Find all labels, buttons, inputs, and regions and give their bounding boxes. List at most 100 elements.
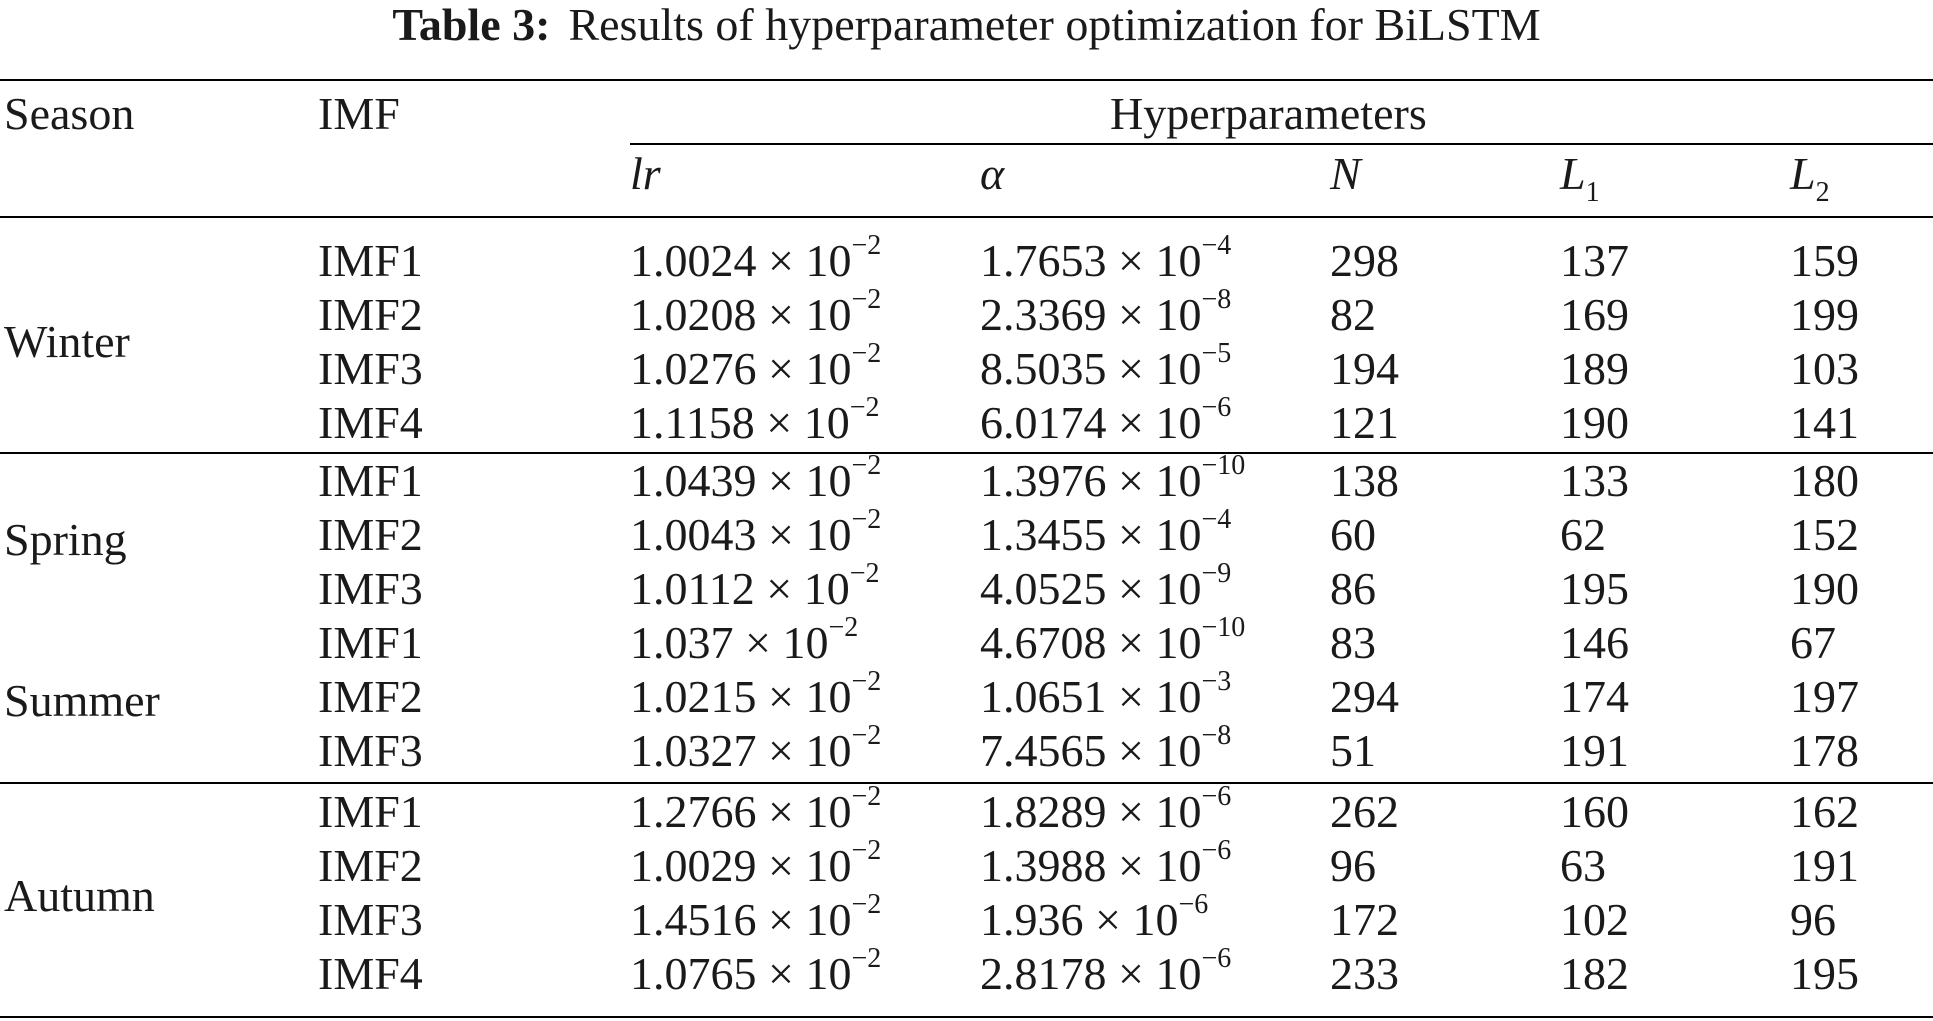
cell-lr: 1.2766 × 10−2 <box>630 781 882 837</box>
cell-l2: 141 <box>1790 397 1859 448</box>
season-autumn: Autumn <box>4 870 155 921</box>
cell-l2: 103 <box>1790 343 1859 394</box>
header-alpha: α <box>980 148 1005 199</box>
cell-imf: IMF3 <box>318 725 423 776</box>
cell-lr: 1.0765 × 10−2 <box>630 943 882 999</box>
cell-l1: 102 <box>1560 894 1629 945</box>
cell-lr: 1.0215 × 10−2 <box>630 666 882 722</box>
cell-alpha: 1.936 × 10−6 <box>980 889 1209 945</box>
top-rule <box>0 79 1933 81</box>
table-caption: Table 3: Results of hyperparameter optimi… <box>0 0 1933 50</box>
cell-n: 96 <box>1330 840 1376 891</box>
winter-spring-rule <box>0 452 1933 454</box>
cell-l1: 189 <box>1560 343 1629 394</box>
header-l2: L2 <box>1790 148 1830 208</box>
cell-imf: IMF3 <box>318 563 423 614</box>
cell-imf: IMF1 <box>318 455 423 506</box>
cell-lr: 1.0208 × 10−2 <box>630 284 882 340</box>
season-winter: Winter <box>4 316 130 367</box>
cell-l2: 197 <box>1790 671 1859 722</box>
header-n: N <box>1330 148 1361 199</box>
cell-lr: 1.037 × 10−2 <box>630 612 859 668</box>
cell-l1: 191 <box>1560 725 1629 776</box>
table-caption-label: Table 3: <box>392 0 551 50</box>
hyperparameters-group-rule <box>630 143 1933 145</box>
cell-l1: 169 <box>1560 289 1629 340</box>
cell-n: 51 <box>1330 725 1376 776</box>
cell-n: 60 <box>1330 509 1376 560</box>
header-imf: IMF <box>318 88 400 139</box>
cell-alpha: 1.0651 × 10−3 <box>980 666 1232 722</box>
cell-alpha: 1.3988 × 10−6 <box>980 835 1232 891</box>
cell-imf: IMF2 <box>318 840 423 891</box>
summer-autumn-rule <box>0 782 1933 784</box>
cell-l2: 152 <box>1790 509 1859 560</box>
cell-l1: 160 <box>1560 786 1629 837</box>
cell-lr: 1.0029 × 10−2 <box>630 835 882 891</box>
cell-n: 86 <box>1330 563 1376 614</box>
cell-lr: 1.0112 × 10−2 <box>630 558 880 614</box>
cell-lr: 1.1158 × 10−2 <box>630 392 880 448</box>
cell-l1: 137 <box>1560 235 1629 286</box>
cell-alpha: 1.3455 × 10−4 <box>980 504 1232 560</box>
cell-alpha: 4.6708 × 10−10 <box>980 612 1246 668</box>
cell-l1: 62 <box>1560 509 1606 560</box>
cell-l2: 159 <box>1790 235 1859 286</box>
header-season: Season <box>4 88 135 139</box>
cell-n: 298 <box>1330 235 1399 286</box>
cell-l1: 133 <box>1560 455 1629 506</box>
cell-l2: 195 <box>1790 948 1859 999</box>
cell-alpha: 1.3976 × 10−10 <box>980 450 1246 506</box>
table-caption-text: Results of hyperparameter optimization f… <box>568 0 1541 50</box>
season-summer: Summer <box>4 675 160 726</box>
cell-imf: IMF1 <box>318 786 423 837</box>
cell-l1: 182 <box>1560 948 1629 999</box>
cell-imf: IMF2 <box>318 671 423 722</box>
cell-imf: IMF4 <box>318 397 423 448</box>
cell-lr: 1.4516 × 10−2 <box>630 889 882 945</box>
cell-l2: 96 <box>1790 894 1836 945</box>
cell-lr: 1.0024 × 10−2 <box>630 230 882 286</box>
cell-alpha: 7.4565 × 10−8 <box>980 720 1232 776</box>
cell-l1: 190 <box>1560 397 1629 448</box>
cell-alpha: 8.5035 × 10−5 <box>980 338 1232 394</box>
cell-l2: 180 <box>1790 455 1859 506</box>
header-hyperparameters: Hyperparameters <box>1110 88 1427 139</box>
cell-alpha: 2.3369 × 10−8 <box>980 284 1232 340</box>
cell-n: 138 <box>1330 455 1399 506</box>
cell-alpha: 4.0525 × 10−9 <box>980 558 1232 614</box>
header-l1: L1 <box>1560 148 1600 208</box>
cell-n: 121 <box>1330 397 1399 448</box>
cell-imf: IMF1 <box>318 235 423 286</box>
cell-l2: 162 <box>1790 786 1859 837</box>
cell-imf: IMF1 <box>318 617 423 668</box>
cell-alpha: 2.8178 × 10−6 <box>980 943 1232 999</box>
cell-imf: IMF4 <box>318 948 423 999</box>
cell-lr: 1.0276 × 10−2 <box>630 338 882 394</box>
cell-imf: IMF3 <box>318 894 423 945</box>
cell-n: 233 <box>1330 948 1399 999</box>
cell-lr: 1.0043 × 10−2 <box>630 504 882 560</box>
header-bottom-rule <box>0 216 1933 218</box>
cell-alpha: 6.0174 × 10−6 <box>980 392 1232 448</box>
cell-n: 194 <box>1330 343 1399 394</box>
header-lr: lr <box>630 148 661 199</box>
cell-lr: 1.0439 × 10−2 <box>630 450 882 506</box>
cell-l2: 191 <box>1790 840 1859 891</box>
cell-alpha: 1.8289 × 10−6 <box>980 781 1232 837</box>
cell-l2: 190 <box>1790 563 1859 614</box>
cell-l2: 199 <box>1790 289 1859 340</box>
cell-l2: 178 <box>1790 725 1859 776</box>
cell-imf: IMF2 <box>318 289 423 340</box>
cell-l2: 67 <box>1790 617 1836 668</box>
cell-n: 262 <box>1330 786 1399 837</box>
cell-n: 82 <box>1330 289 1376 340</box>
cell-alpha: 1.7653 × 10−4 <box>980 230 1232 286</box>
cell-n: 172 <box>1330 894 1399 945</box>
season-spring: Spring <box>4 514 127 565</box>
cell-lr: 1.0327 × 10−2 <box>630 720 882 776</box>
cell-n: 83 <box>1330 617 1376 668</box>
cell-l1: 174 <box>1560 671 1629 722</box>
cell-n: 294 <box>1330 671 1399 722</box>
cell-imf: IMF3 <box>318 343 423 394</box>
